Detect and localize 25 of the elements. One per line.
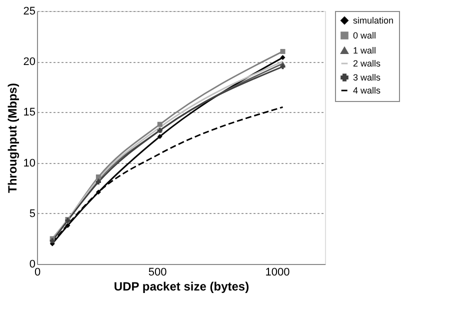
point	[65, 223, 70, 228]
point	[96, 174, 101, 180]
legend-label: 3 walls	[353, 72, 382, 82]
point	[280, 64, 286, 70]
y-axis-title: Throughput (Mbps)	[5, 83, 20, 193]
legend-label: 4 walls	[353, 86, 382, 96]
y-tick-label: 15	[23, 106, 36, 119]
point	[280, 48, 286, 54]
y-tick-label: 25	[23, 6, 36, 18]
point	[96, 180, 101, 185]
legend-label: 0 wall	[353, 30, 376, 40]
legend-label: 2 walls	[353, 58, 382, 68]
y-tick-label: 20	[23, 56, 36, 68]
x-tick-label: 1000	[265, 266, 290, 278]
x-tick-label: 500	[148, 266, 167, 278]
legend-label: simulation	[353, 16, 394, 26]
x-axis-title: UDP packet size (bytes)	[114, 280, 250, 294]
y-tick-label: 10	[23, 157, 36, 170]
point	[280, 55, 286, 60]
y-tick-label: 0	[29, 258, 36, 270]
point	[157, 134, 162, 139]
point	[96, 190, 101, 195]
legend-label: 1 wall	[353, 46, 376, 56]
y-tick-label: 5	[29, 208, 36, 220]
point	[157, 122, 162, 127]
